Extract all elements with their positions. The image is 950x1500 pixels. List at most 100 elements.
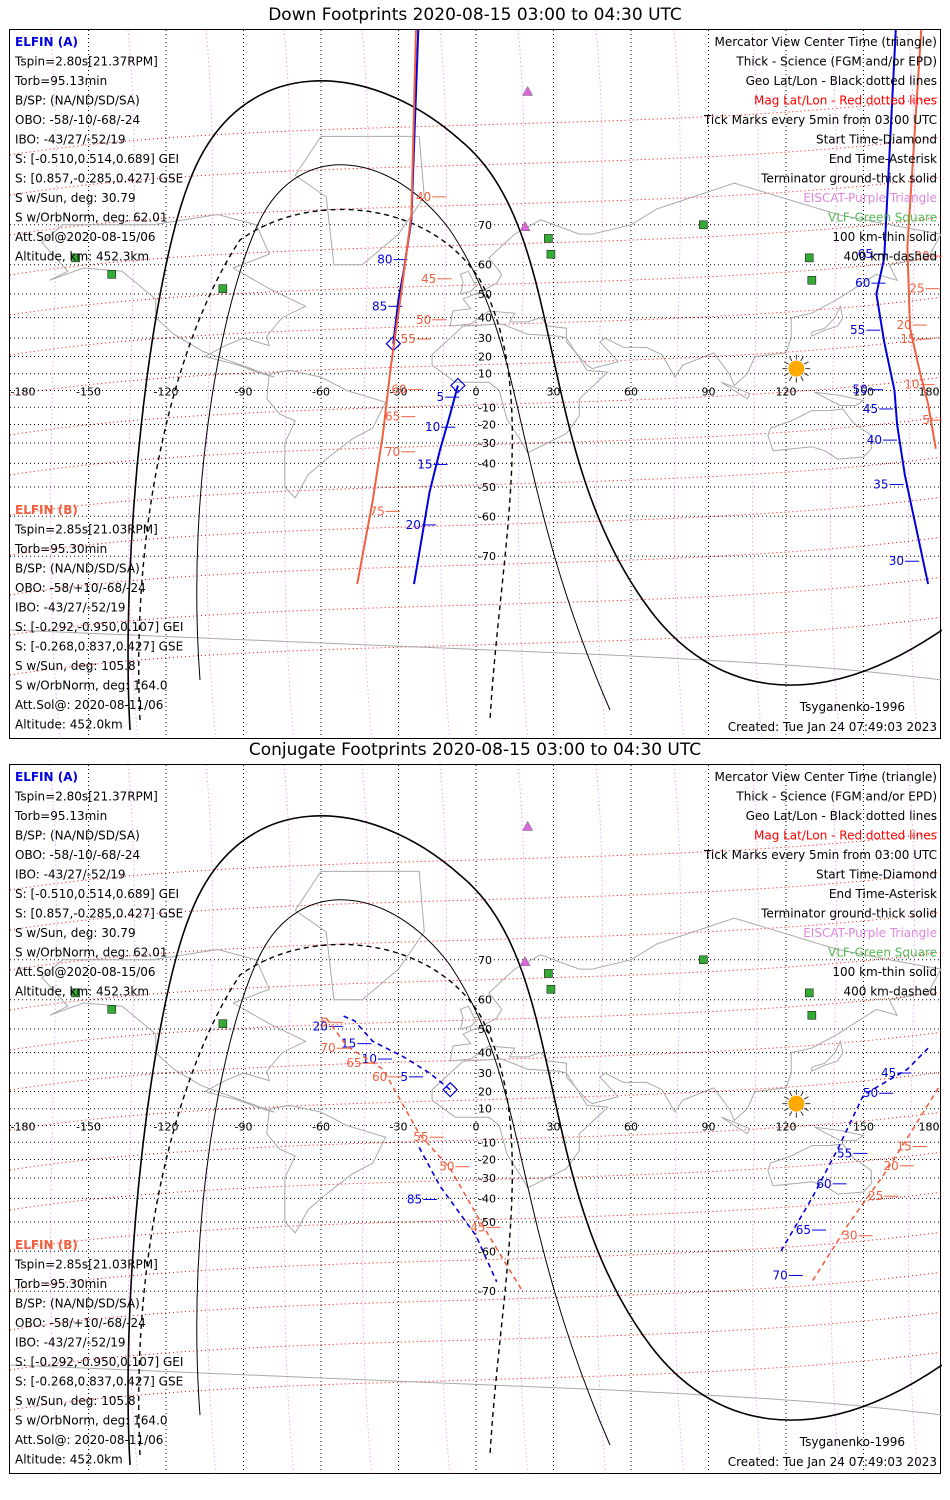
track-tick-label: 25 — [868, 1189, 883, 1203]
elfin-a-info-line: Torb=95.13min — [14, 809, 107, 823]
lat-tick-label: 20 — [478, 1085, 492, 1098]
legend-line: Tick Marks every 5min from 03:00 UTC — [703, 848, 937, 862]
lon-tick-label: 60 — [624, 386, 638, 399]
track-tick-label: 65 — [858, 247, 873, 261]
vlf-square — [807, 1010, 817, 1020]
continent-outline — [767, 1143, 872, 1195]
vlf-square — [544, 234, 553, 243]
footprint-track — [341, 1014, 451, 1091]
lat-tick-label: 40 — [478, 1047, 492, 1060]
continent-outline — [811, 1039, 844, 1072]
altitude-100km — [196, 899, 611, 1446]
altitude-100km — [196, 164, 611, 711]
lat-tick-label: -10 — [478, 401, 496, 414]
track-tick-label: 85 — [407, 1192, 422, 1206]
track-tick-label: 15 — [900, 332, 915, 346]
lon-tick-label: 90 — [702, 386, 716, 399]
model-label: Tsyganenko-1996 — [799, 1435, 905, 1449]
conjugate-footprints-title: Conjugate Footprints 2020-08-15 03:00 to… — [248, 740, 702, 760]
altitude-400km — [138, 943, 514, 1456]
lat-tick-label: -50 — [478, 481, 496, 494]
mag-lon-line — [49, 765, 61, 1475]
elfin-b-header: ELFIN (B) — [15, 503, 78, 517]
legend-line: VLF-Green Square — [828, 211, 937, 225]
track-tick-label: 55 — [400, 332, 415, 346]
mag-lon-line — [829, 30, 841, 740]
down-footprints-title: Down Footprints 2020-08-15 03:00 to 04:3… — [268, 5, 682, 25]
legend-line: 400 km-dashed — [843, 250, 937, 264]
lon-tick-label: 0 — [473, 1121, 480, 1134]
model-label: Tsyganenko-1996 — [799, 700, 905, 714]
lon-tick-label: 150 — [853, 386, 874, 399]
lon-tick-label: 30 — [547, 386, 561, 399]
track-tick-label: 70 — [772, 1268, 787, 1282]
vlf-square — [546, 984, 556, 994]
sun-ray — [800, 1091, 804, 1097]
sun-ray — [788, 1111, 793, 1117]
lon-tick-label: -60 — [312, 386, 330, 399]
mag-lon-line — [283, 765, 295, 1475]
lon-tick-label: 180 — [919, 1121, 940, 1134]
legend-line: Thick - Science (FGM and/or EPD) — [735, 790, 937, 804]
elfin-a-info-line: S w/OrbNorm, deg: 62.01 — [15, 211, 167, 225]
vlf-square — [71, 988, 80, 998]
track-tick-label: 5 — [400, 1070, 408, 1084]
continent-outline — [459, 270, 477, 295]
legend-line: Geo Lat/Lon - Black dotted lines — [746, 74, 937, 88]
mag-lon-line — [517, 30, 529, 740]
lat-tick-label: 20 — [478, 350, 492, 363]
vlf-square — [804, 253, 814, 263]
elfin-b-info-line: S: [-0.268,0.837,0.427] GSE — [15, 640, 183, 654]
elfin-a-info-line: S w/OrbNorm, deg: 62.01 — [15, 946, 167, 960]
sun-ray — [803, 361, 809, 365]
elfin-b-info-line: Torb=95.30min — [14, 542, 107, 556]
track-tick-label: 85 — [372, 299, 387, 313]
mag-lon-line — [49, 30, 61, 740]
lat-tick-label: -60 — [478, 510, 496, 523]
track-tick-label: 65 — [385, 410, 400, 424]
created-timestamp: Created: Tue Jan 24 07:49:03 2023 — [728, 1455, 937, 1469]
footprint-track — [413, 385, 459, 585]
legend-line: 400 km-dashed — [843, 985, 937, 999]
elfin-b-info-line: S w/Sun, deg: 105.8 — [15, 659, 136, 673]
legend-line: Thick - Science (FGM and/or EPD) — [735, 55, 937, 69]
sun-ray — [788, 1091, 793, 1097]
continent-outline — [431, 1058, 609, 1189]
continent-outline — [431, 323, 609, 454]
vlf-square — [807, 275, 817, 285]
track-tick-label: 50 — [416, 313, 431, 327]
elfin-b-info-line: IBO: -43/27/-52/19 — [15, 1336, 126, 1350]
mag-lon-line — [283, 30, 295, 740]
footprint-track — [875, 30, 930, 585]
continent-outline — [266, 1104, 387, 1234]
lon-tick-label: -180 — [11, 1121, 36, 1134]
vlf-square — [218, 1019, 228, 1028]
track-tick-label: 40 — [867, 433, 882, 447]
elfin-a-info-line: B/SP: (NA/ND/SD/SA) — [15, 94, 140, 108]
mag-lon-line — [439, 765, 451, 1475]
lon-tick-label: 180 — [919, 386, 940, 399]
track-tick-label: 55 — [413, 1130, 428, 1144]
track-tick-label: 60 — [372, 1070, 387, 1084]
legend-line: Mag Lat/Lon - Red dotted lines — [754, 94, 937, 108]
elfin-a-info-line: S w/Sun, deg: 30.79 — [15, 926, 136, 940]
lon-tick-label: -120 — [154, 386, 179, 399]
track-tick-label: 5 — [922, 413, 930, 427]
legend-line: End Time-Asterisk — [829, 152, 937, 166]
elfin-b-header: ELFIN (B) — [15, 1238, 78, 1252]
start-time-diamond — [442, 1081, 459, 1098]
elfin-b-info-line: B/SP: (NA/ND/SD/SA) — [15, 1297, 140, 1311]
mag-lon-line — [751, 30, 763, 740]
lat-tick-label: 70 — [478, 219, 492, 232]
elfin-a-header: ELFIN (A) — [15, 770, 78, 784]
terminator-ground — [127, 815, 942, 1466]
mag-lon-line — [595, 30, 607, 740]
track-tick-label: 20 — [406, 518, 421, 532]
continent-outline — [721, 1116, 751, 1135]
elfin-b-info-line: Altitude: 452.0km — [15, 1453, 123, 1467]
lon-tick-label: 120 — [776, 1121, 797, 1134]
elfin-b-info-line: S: [-0.292,-0.950,0.107] GEI — [15, 1355, 183, 1369]
continent-outline — [814, 1126, 865, 1142]
elfin-b-info-line: S: [-0.268,0.837,0.427] GSE — [15, 1375, 183, 1389]
lat-tick-label: -70 — [478, 550, 496, 563]
